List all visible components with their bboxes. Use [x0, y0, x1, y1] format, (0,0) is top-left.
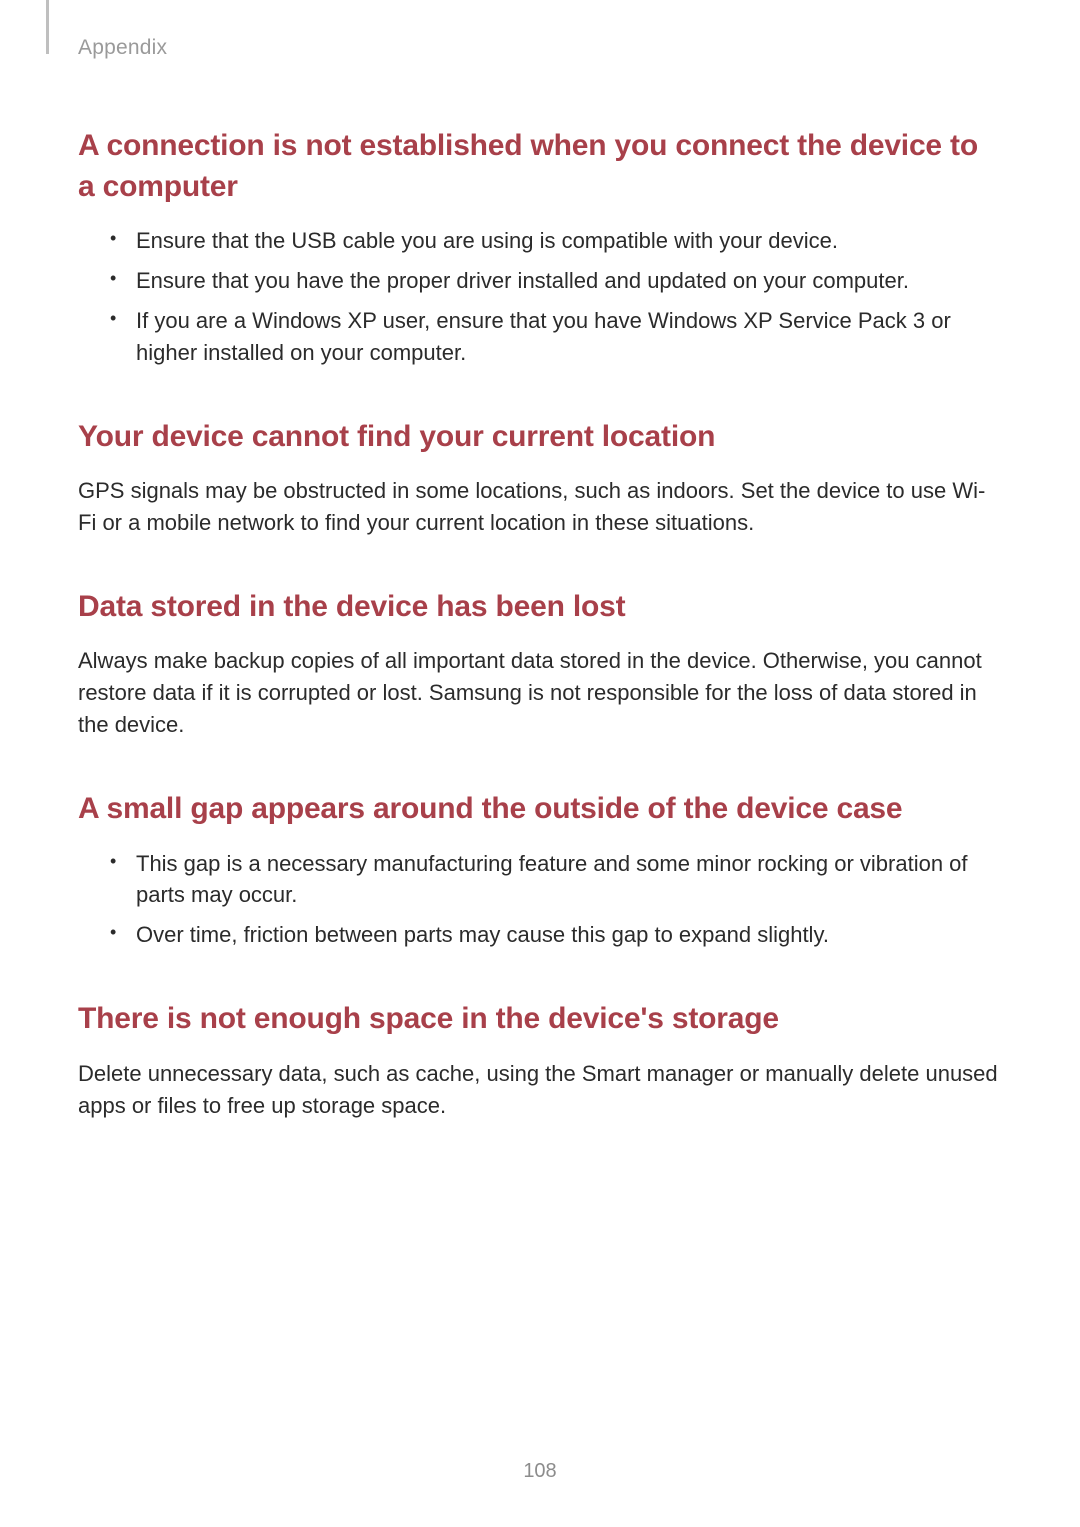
list-item: If you are a Windows XP user, ensure tha… — [110, 305, 1002, 369]
header-rule — [46, 0, 49, 54]
section-heading: A small gap appears around the outside o… — [78, 789, 1002, 830]
section-heading: A connection is not established when you… — [78, 126, 1002, 207]
list-item: Ensure that the USB cable you are using … — [110, 225, 1002, 257]
section-small-gap: A small gap appears around the outside o… — [78, 789, 1002, 951]
section-connection-not-established: A connection is not established when you… — [78, 126, 1002, 369]
breadcrumb: Appendix — [78, 36, 1002, 60]
page-number: 108 — [0, 1460, 1080, 1483]
body-paragraph: Delete unnecessary data, such as cache, … — [78, 1058, 1002, 1122]
list-item: Over time, friction between parts may ca… — [110, 919, 1002, 951]
body-paragraph: Always make backup copies of all importa… — [78, 645, 1002, 741]
bullet-list: Ensure that the USB cable you are using … — [78, 225, 1002, 369]
body-paragraph: GPS signals may be obstructed in some lo… — [78, 475, 1002, 539]
list-item: This gap is a necessary manufacturing fe… — [110, 848, 1002, 912]
list-item: Ensure that you have the proper driver i… — [110, 265, 1002, 297]
section-not-enough-space: There is not enough space in the device'… — [78, 999, 1002, 1121]
section-data-lost: Data stored in the device has been lost … — [78, 587, 1002, 741]
document-page: Appendix A connection is not established… — [0, 0, 1080, 1121]
section-heading: Data stored in the device has been lost — [78, 587, 1002, 628]
section-heading: There is not enough space in the device'… — [78, 999, 1002, 1040]
bullet-list: This gap is a necessary manufacturing fe… — [78, 848, 1002, 952]
section-cannot-find-location: Your device cannot find your current loc… — [78, 417, 1002, 539]
section-heading: Your device cannot find your current loc… — [78, 417, 1002, 458]
